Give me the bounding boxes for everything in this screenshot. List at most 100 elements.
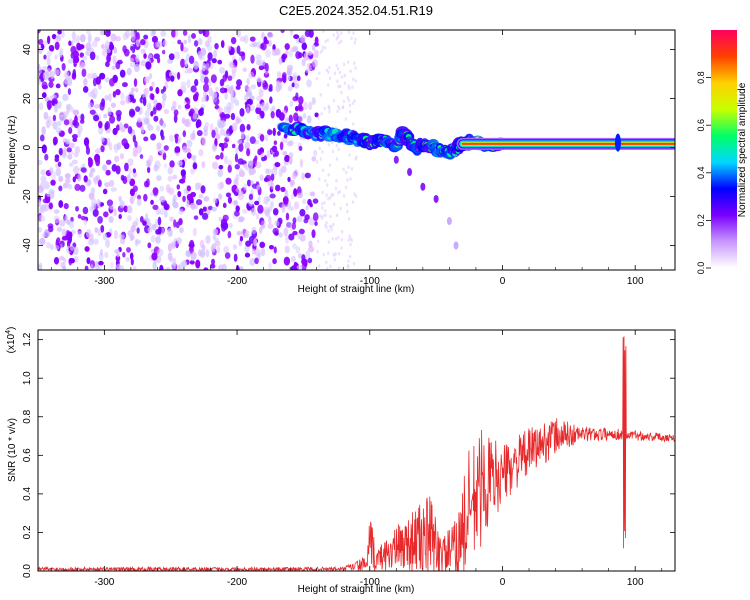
spectrogram-noise-point: [130, 258, 134, 266]
spectrogram-noise-point: [52, 114, 57, 122]
spectrogram-noise-point: [76, 42, 81, 51]
spectrogram-noise-point: [163, 108, 170, 115]
spectrogram-noise-point: [84, 265, 89, 270]
spectrogram-noise-point: [104, 77, 110, 83]
spectrogram-noise-point: [211, 91, 218, 99]
spectrogram-noise-point: [214, 42, 219, 50]
spectrogram-noise-point: [286, 64, 294, 71]
spectrogram-noise-point: [273, 140, 278, 146]
spectrogram-noise-point: [347, 238, 351, 243]
snr-x-axis-label: Height of straight line (km): [298, 584, 415, 595]
spectrogram-noise-point: [192, 93, 199, 102]
spectrogram-noise-point: [65, 138, 71, 145]
spectrogram-noise-point: [51, 98, 58, 106]
spectrogram-noise-point: [217, 168, 224, 178]
spectrogram-noise-point: [180, 58, 186, 68]
spectrogram-spike: [614, 133, 621, 152]
spectrogram-noise-point: [91, 197, 97, 207]
spectrogram-noise-point: [118, 213, 122, 220]
spectrogram-noise-point: [135, 106, 141, 113]
spectrogram-noise-point: [140, 39, 146, 46]
spectrogram-noise-point: [265, 174, 272, 182]
spectrogram-noise-point: [172, 257, 177, 267]
spectrogram-noise-point: [337, 190, 340, 195]
spectrogram-noise-point: [274, 184, 281, 192]
spectrogram-noise-point: [323, 106, 326, 111]
spectrogram-noise-point: [133, 78, 138, 87]
spectrogram-noise-point: [61, 228, 67, 236]
spectrogram-noise-point: [85, 143, 89, 150]
spectrogram-noise-point: [129, 94, 135, 102]
spectrogram-noise-point: [115, 165, 121, 175]
spectrogram-noise-point: [129, 252, 134, 260]
spectrogram-noise-point: [321, 150, 324, 154]
spectrogram-noise-point: [343, 73, 347, 78]
spectrogram-noise-point: [268, 215, 272, 225]
spectrogram-noise-point: [79, 119, 85, 124]
snr-y-tick-label: 0.4: [22, 486, 33, 500]
spectrogram-noise-point: [73, 246, 79, 256]
spectrogram-noise-point: [258, 87, 265, 93]
spectrogram-noise-point: [119, 69, 126, 78]
spectrogram-noise-point: [308, 240, 313, 248]
spectrogram-noise-point: [77, 214, 82, 219]
spectrogram-noise-point: [48, 119, 54, 126]
spectrogram-noise-point: [340, 31, 343, 35]
spectrogram-noise-point: [219, 78, 225, 87]
spectrogram-noise-point: [239, 107, 245, 117]
spectrogram-noise-point: [174, 135, 179, 144]
spectrogram-noise-point: [68, 231, 73, 240]
spectrogram-noise-point: [123, 205, 128, 213]
spectrogram-noise-point: [339, 206, 342, 211]
spectrogram-noise-point: [274, 161, 281, 168]
spectrogram-x-tick-label: 100: [627, 276, 644, 287]
spectrogram-noise-point: [285, 212, 290, 221]
spectrogram-noise-point: [224, 252, 231, 259]
spectrogram-noise-point: [352, 31, 355, 35]
spectrogram-noise-point: [273, 246, 277, 254]
spectrogram-noise-point: [346, 209, 349, 214]
spectrogram-noise-point: [77, 124, 83, 134]
snr-x-tick-label: 0: [500, 577, 506, 588]
spectrogram-noise-point: [146, 166, 151, 174]
spectrogram-noise-point: [41, 66, 48, 71]
spectrogram-noise-point: [205, 234, 211, 244]
spectrogram-noise-point: [139, 154, 144, 159]
spectrogram-noise-point: [323, 201, 326, 205]
spectrogram-noise-point: [267, 223, 274, 229]
spectrogram-noise-point: [354, 194, 358, 199]
spectrogram-noise-point: [316, 239, 320, 244]
spectrogram-noise-point: [150, 235, 156, 243]
spectrogram-noise-point: [284, 117, 290, 124]
spectrogram-noise-point: [168, 187, 175, 196]
spectrogram-noise-point: [227, 230, 232, 239]
spectrogram-noise-point: [348, 110, 352, 114]
spectrogram-noise-point: [39, 237, 46, 246]
spectrogram-noise-point: [105, 120, 111, 130]
spectrogram-noise-point: [56, 237, 61, 244]
spectrogram-noise-point: [132, 134, 136, 143]
spectrogram-x-tick-label: -100: [360, 276, 380, 287]
spectrogram-chirp-point: [453, 241, 459, 250]
spectrogram-noise-point: [332, 98, 336, 103]
spectrogram-noise-point: [38, 199, 41, 208]
spectrogram-noise-point: [328, 163, 332, 168]
spectrogram-noise-point: [132, 147, 137, 152]
spectrogram-noise-point: [332, 252, 335, 257]
spectrogram-noise-point: [97, 215, 103, 224]
spectrogram-noise-point: [306, 115, 312, 124]
spectrogram-noise-point: [245, 134, 250, 142]
spectrogram-noise-point: [167, 166, 173, 175]
spectrogram-noise-point: [114, 36, 121, 42]
spectrogram-noise-point: [152, 204, 159, 210]
spectrogram-noise-point: [199, 250, 206, 258]
spectrogram-noise-point: [215, 133, 221, 140]
spectrogram-noise-point: [49, 71, 55, 80]
spectrogram-noise-point: [305, 68, 311, 74]
spectrogram-noise-point: [119, 153, 125, 160]
spectrogram-noise-point: [83, 175, 88, 183]
spectrogram-noise-point: [220, 218, 228, 227]
spectrogram-noise-point: [287, 75, 291, 81]
spectrogram-noise-point: [271, 145, 278, 153]
